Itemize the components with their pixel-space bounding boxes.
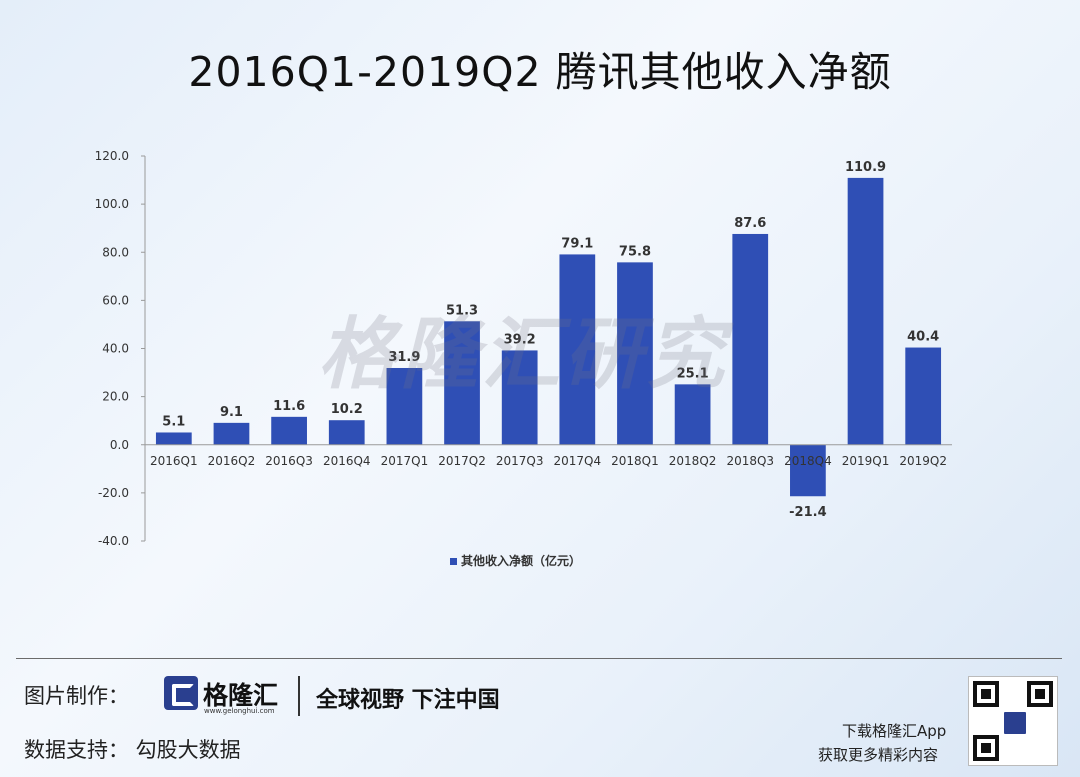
data-label: 31.9 bbox=[388, 350, 420, 365]
footer-separator bbox=[298, 676, 300, 716]
bar-2017Q1 bbox=[386, 367, 423, 445]
legend-label: 其他收入净额（亿元） bbox=[461, 553, 581, 568]
data-label: 9.1 bbox=[220, 405, 243, 420]
legend-swatch bbox=[450, 558, 457, 565]
bar-2019Q1 bbox=[847, 177, 884, 445]
bar-2018Q2 bbox=[674, 384, 711, 445]
x-tick-label: 2016Q3 bbox=[265, 454, 313, 468]
logo-url: www.gelonghui.com bbox=[204, 707, 275, 715]
x-tick-label: 2017Q2 bbox=[438, 454, 486, 468]
data-label: 87.6 bbox=[734, 216, 766, 231]
made-by-label: 图片制作： bbox=[24, 684, 129, 708]
data-label: 40.4 bbox=[907, 330, 939, 345]
data-label: 51.3 bbox=[446, 303, 478, 318]
x-tick-label: 2017Q4 bbox=[554, 454, 602, 468]
data-label: 75.8 bbox=[619, 244, 651, 259]
x-tick-label: 2018Q4 bbox=[784, 454, 832, 468]
bar-2016Q4 bbox=[328, 420, 365, 445]
y-tick-label: 120.0 bbox=[95, 149, 129, 163]
data-label: 11.6 bbox=[273, 399, 305, 414]
y-tick-label: 40.0 bbox=[102, 342, 129, 356]
x-tick-label: 2018Q1 bbox=[611, 454, 659, 468]
data-label: 110.9 bbox=[845, 160, 886, 175]
data-label: 79.1 bbox=[561, 236, 593, 251]
data-label: 39.2 bbox=[504, 332, 536, 347]
slogan: 全球视野 下注中国 bbox=[316, 688, 500, 713]
x-tick-label: 2018Q2 bbox=[669, 454, 717, 468]
data-label: 5.1 bbox=[162, 414, 185, 429]
bar-2016Q3 bbox=[271, 416, 307, 445]
x-tick-label: 2018Q3 bbox=[726, 454, 774, 468]
bar-2018Q3 bbox=[732, 233, 769, 445]
y-tick-label: 100.0 bbox=[95, 197, 129, 211]
more-content-text: 获取更多精彩内容 bbox=[818, 746, 939, 764]
x-tick-label: 2019Q2 bbox=[899, 454, 947, 468]
logo-name: 格隆汇 bbox=[203, 681, 279, 710]
data-label: 10.2 bbox=[331, 402, 363, 417]
bar-chart: -40.0 -20.0 0.0 20.0 40.0 60.0 80.0 100.0 120.0 5… bbox=[95, 149, 952, 568]
x-tick-label: 2016Q1 bbox=[150, 454, 198, 468]
x-tick-label: 2017Q3 bbox=[496, 454, 544, 468]
data-label: -21.4 bbox=[789, 505, 826, 520]
x-tick-label: 2016Q4 bbox=[323, 454, 371, 468]
bar-2018Q1 bbox=[617, 262, 653, 445]
bar-2018Q4 bbox=[790, 444, 826, 497]
x-tick-label: 2016Q2 bbox=[208, 454, 256, 468]
bar-2016Q2 bbox=[213, 422, 250, 445]
x-tick-label: 2019Q1 bbox=[842, 454, 890, 468]
bar-2017Q4 bbox=[559, 254, 596, 445]
bar-2019Q2 bbox=[905, 347, 942, 445]
qr-code-icon[interactable] bbox=[968, 676, 1058, 766]
y-tick-label: 80.0 bbox=[102, 245, 129, 259]
data-label: 25.1 bbox=[677, 366, 709, 381]
y-tick-label: 20.0 bbox=[102, 390, 129, 404]
bar-2016Q1 bbox=[155, 432, 192, 445]
y-tick-label: 0.0 bbox=[110, 438, 129, 452]
y-tick-label: -20.0 bbox=[98, 486, 129, 500]
bar-2017Q3 bbox=[501, 350, 538, 445]
gelonghui-logo-icon bbox=[164, 676, 198, 710]
download-app-text: 下载格隆汇App bbox=[842, 722, 947, 740]
y-tick-label: -40.0 bbox=[98, 534, 129, 548]
chart-title: 2016Q1-2019Q2 腾讯其他收入净额 bbox=[188, 48, 892, 96]
y-tick-label: 60.0 bbox=[102, 293, 129, 307]
bar-2017Q2 bbox=[444, 321, 480, 445]
footer-divider bbox=[16, 658, 1062, 659]
x-tick-label: 2017Q1 bbox=[381, 454, 429, 468]
data-support-label: 数据支持： 勾股大数据 bbox=[24, 738, 241, 762]
